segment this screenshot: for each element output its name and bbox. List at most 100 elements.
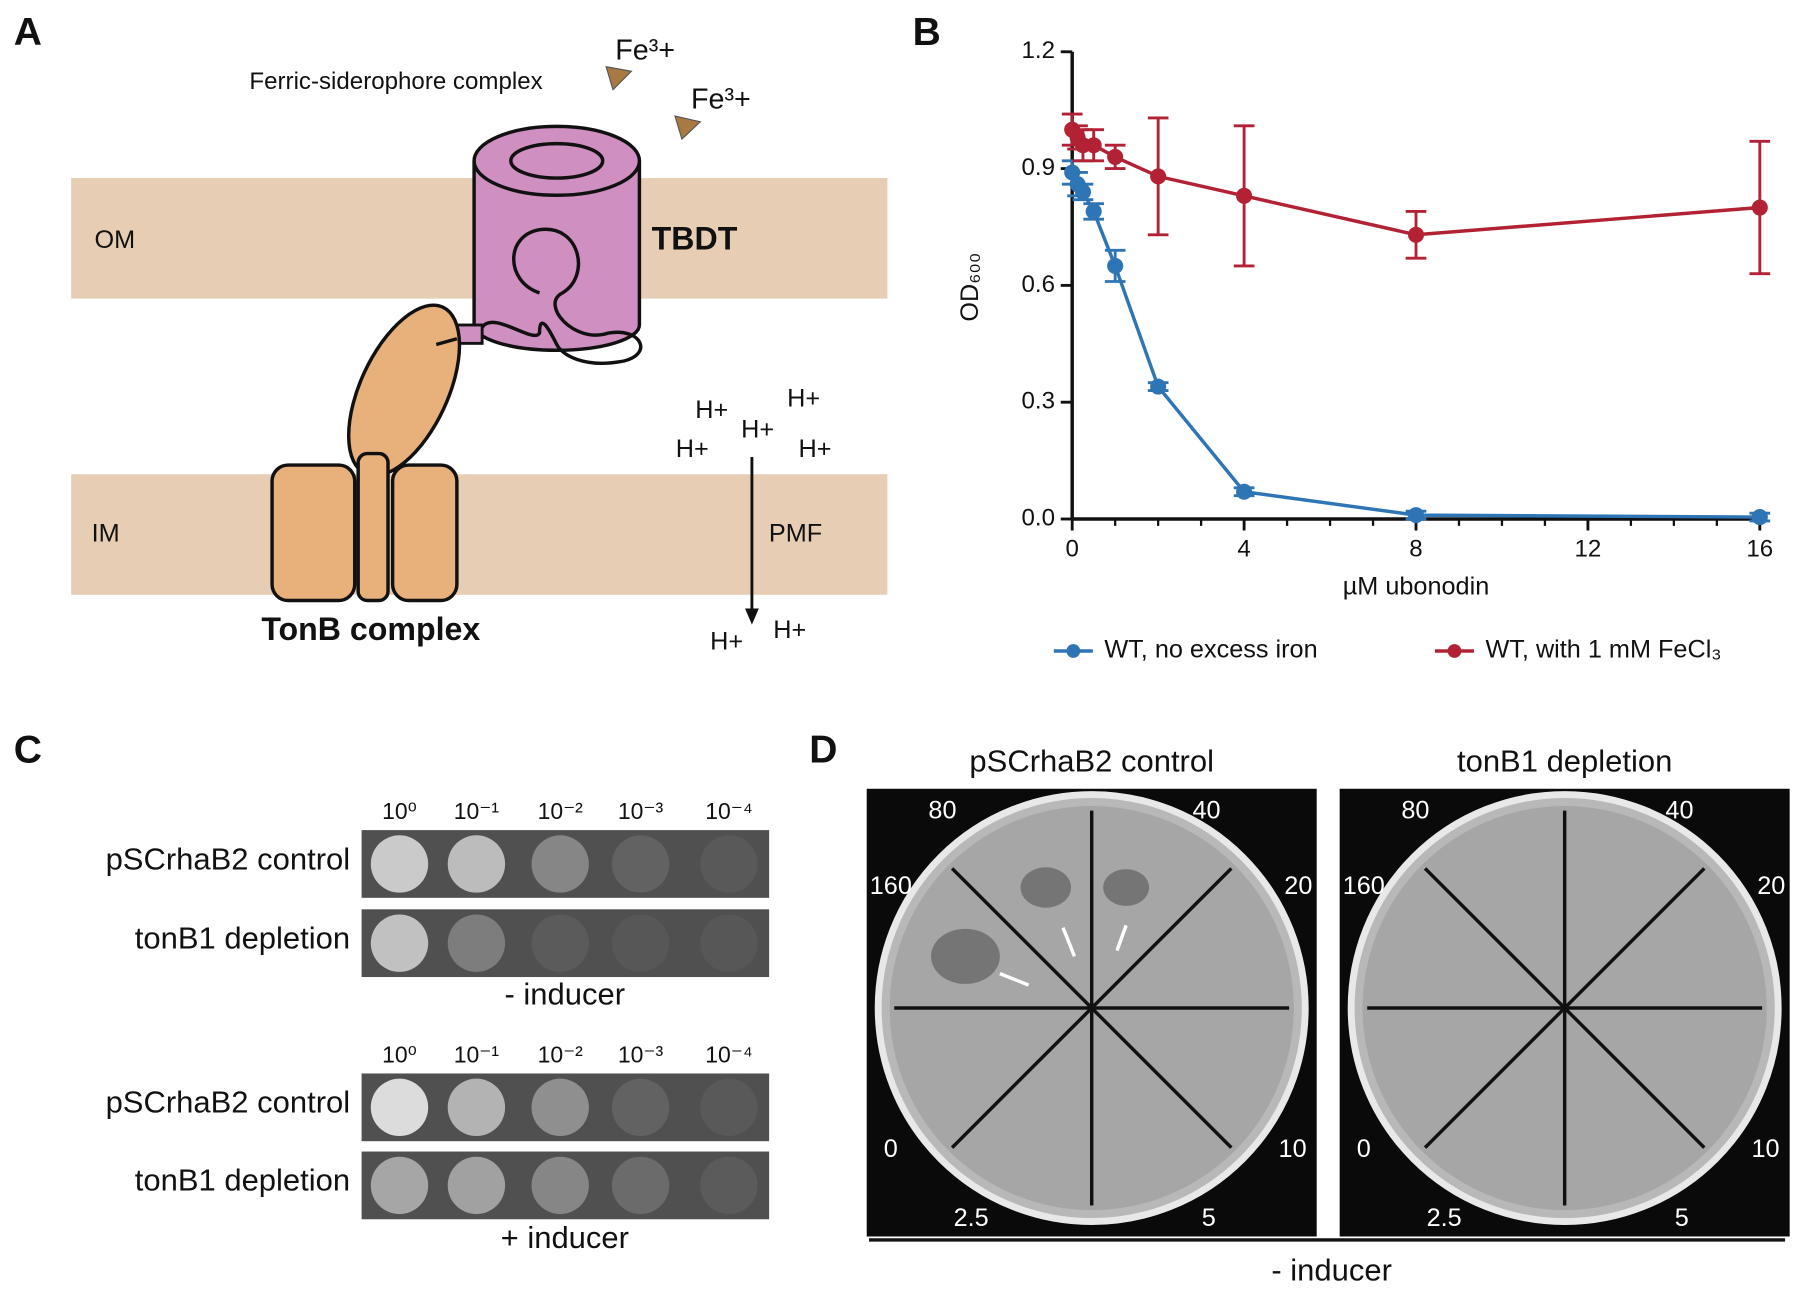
- proton-label: H+: [787, 384, 820, 412]
- sector-line: [1423, 867, 1706, 1149]
- y-tick-label: 1.2: [1021, 37, 1055, 64]
- y-tick-label: 0.3: [1021, 388, 1055, 415]
- data-point: [1407, 226, 1425, 243]
- tbdt-label: TBDT: [652, 221, 738, 257]
- spot: [370, 914, 429, 972]
- tonb-anchor: [356, 451, 390, 603]
- arrowhead: [745, 608, 759, 625]
- legend-marker: [1447, 644, 1462, 658]
- iron-label: Fe³+: [691, 84, 751, 116]
- dilution-label: 10⁰: [382, 798, 417, 824]
- spot: [531, 914, 589, 972]
- spot: [611, 914, 670, 972]
- tbdt-top: [472, 124, 642, 198]
- dilution-label: 10⁻²: [538, 1041, 584, 1067]
- data-point: [1085, 137, 1102, 154]
- strain-label: pSCrhaB2 control: [106, 1085, 351, 1120]
- concentration-label: 2.5: [1427, 1204, 1462, 1232]
- x-tick-label: 0: [1065, 535, 1078, 562]
- plate-title: pSCrhaB2 control: [969, 744, 1214, 779]
- arrow: [1115, 924, 1128, 952]
- data-point: [1074, 183, 1091, 200]
- data-point: [1107, 257, 1124, 274]
- spot: [370, 1156, 429, 1215]
- data-point: [1407, 507, 1425, 524]
- inhibition-zone: [930, 928, 1000, 984]
- proton-label: H+: [676, 435, 709, 463]
- x-tick-label: 8: [1409, 535, 1422, 562]
- exbb: [270, 463, 357, 603]
- inner-membrane-band: [71, 474, 888, 595]
- linker: [435, 337, 458, 347]
- spot: [531, 1078, 589, 1137]
- legend-label: WT, with 1 mM FeCl₃: [1485, 636, 1721, 664]
- data-point: [1107, 148, 1124, 165]
- x-tick-label: 4: [1237, 535, 1250, 562]
- proton-label: H+: [710, 628, 743, 656]
- concentration-label: 40: [1192, 796, 1220, 824]
- spot: [611, 835, 670, 893]
- data-point: [1150, 378, 1167, 395]
- siderophore: [605, 65, 633, 91]
- concentration-label: 80: [928, 796, 956, 824]
- concentration-label: 10: [1752, 1135, 1780, 1163]
- concentration-label: 5: [1202, 1204, 1216, 1232]
- data-point: [1085, 203, 1102, 220]
- tonb-periplasmic-domain: [346, 303, 462, 478]
- strain-label: tonB1 depletion: [135, 1163, 350, 1198]
- dilution-label: 10⁰: [382, 1041, 417, 1067]
- concentration-label: 40: [1665, 796, 1693, 824]
- dilution-label: 10⁻³: [618, 1041, 664, 1067]
- spot: [611, 1156, 670, 1215]
- plug-domain: [480, 227, 643, 365]
- data-point: [1236, 483, 1253, 500]
- dilution-label: 10⁻³: [618, 798, 664, 824]
- y-tick-label: 0.6: [1021, 271, 1055, 298]
- condition-label: - inducer: [505, 977, 626, 1012]
- spot: [370, 835, 429, 893]
- x-tick-label: 12: [1575, 535, 1602, 562]
- data-point: [1751, 509, 1768, 526]
- concentration-label: 5: [1675, 1204, 1689, 1232]
- dilution-label: 10⁻¹: [454, 1041, 500, 1067]
- spot: [447, 1078, 506, 1137]
- im-label: IM: [92, 520, 120, 548]
- spot: [700, 914, 758, 972]
- panel-letter: D: [809, 728, 837, 771]
- concentration-label: 0: [884, 1135, 898, 1163]
- spot: [700, 1078, 758, 1137]
- concentration-label: 20: [1284, 872, 1312, 900]
- iron-label: Fe³+: [615, 34, 675, 66]
- condition-label: - inducer: [1271, 1252, 1392, 1287]
- arrow: [1061, 927, 1077, 958]
- data-point: [1150, 168, 1167, 185]
- arrow: [999, 971, 1030, 987]
- proton-label: H+: [741, 415, 774, 443]
- panel-letter: B: [913, 11, 941, 54]
- spot: [611, 1078, 670, 1137]
- proton-label: H+: [695, 396, 728, 424]
- tonb-complex-label: TonB complex: [261, 611, 480, 647]
- proton-label: H+: [773, 616, 806, 644]
- strain-label: pSCrhaB2 control: [106, 841, 351, 876]
- concentration-label: 10: [1279, 1135, 1307, 1163]
- data-point: [1751, 199, 1768, 216]
- condition-label: + inducer: [501, 1220, 629, 1255]
- spot: [447, 914, 506, 972]
- y-tick-label: 0.0: [1021, 504, 1055, 531]
- panel-letter: A: [14, 11, 42, 54]
- data-point: [1236, 187, 1253, 204]
- spot: [700, 835, 758, 893]
- concentration-label: 0: [1357, 1135, 1371, 1163]
- y-tick-label: 0.9: [1021, 154, 1055, 181]
- spot: [531, 1156, 589, 1215]
- x-tick-label: 16: [1746, 535, 1773, 562]
- concentration-label: 80: [1401, 796, 1429, 824]
- pmf-label: PMF: [769, 520, 822, 548]
- dilution-label: 10⁻²: [538, 798, 584, 824]
- spot: [700, 1156, 758, 1215]
- ligand-label: Ferric-siderophore complex: [249, 68, 542, 95]
- om-label: OM: [94, 226, 135, 254]
- strain-label: tonB1 depletion: [135, 920, 350, 955]
